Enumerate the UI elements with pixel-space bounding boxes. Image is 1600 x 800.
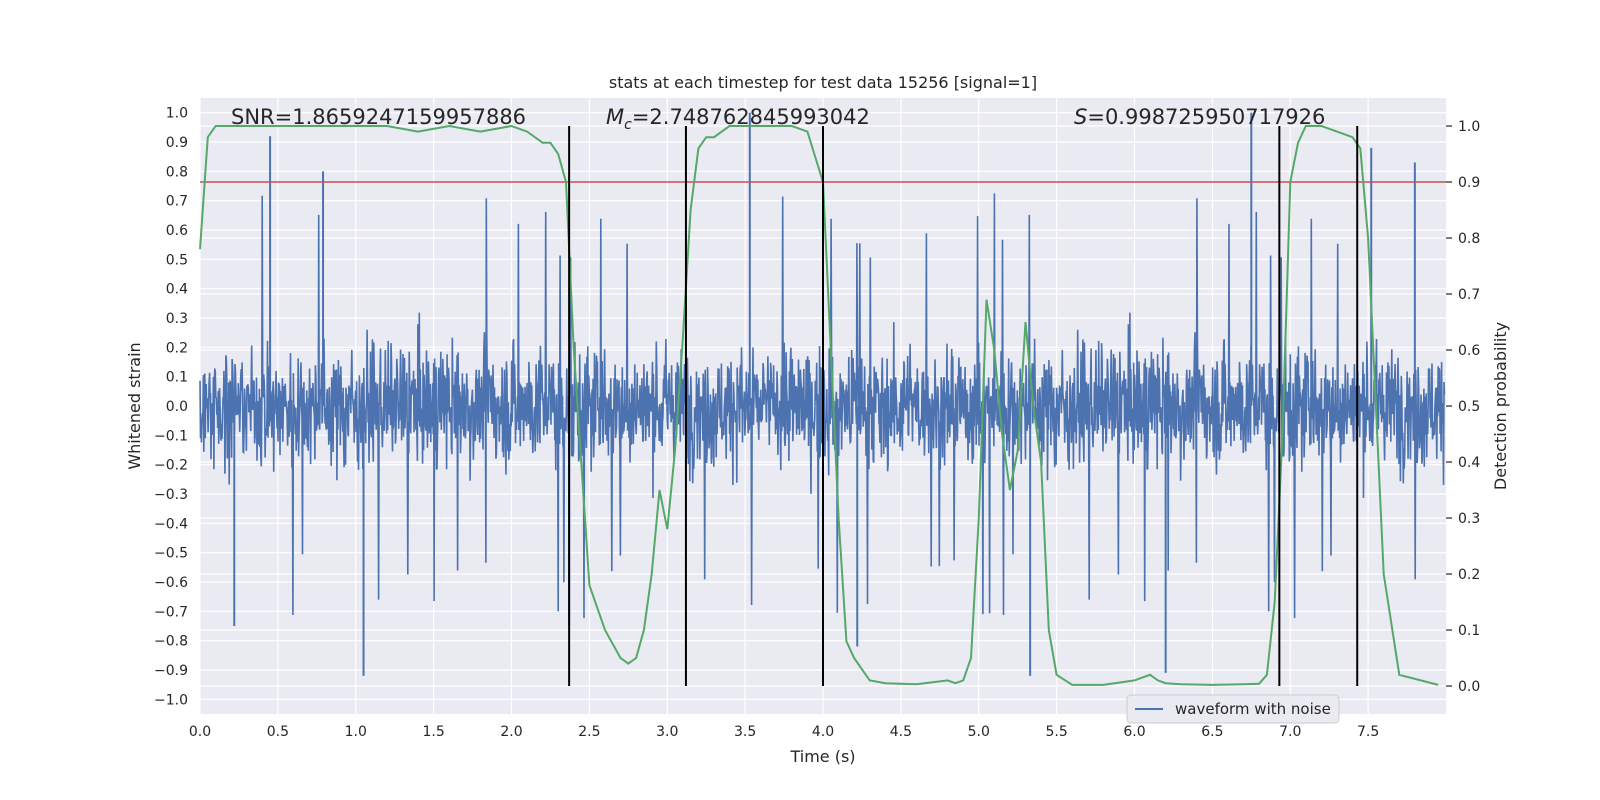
left-y-tick-label: −1.0	[154, 692, 188, 708]
right-y-tick-label: 0.4	[1458, 455, 1480, 471]
x-tick-label: 3.5	[734, 724, 756, 740]
left-y-tick-label: 0.7	[166, 194, 188, 210]
x-tick-label: 4.0	[812, 724, 834, 740]
left-y-tick-label: 0.1	[166, 370, 188, 386]
spin-value: =0.998725950717926	[1087, 105, 1325, 129]
right-y-tick-label: 0.3	[1458, 511, 1480, 527]
left-y-tick-label: −0.1	[154, 428, 188, 444]
right-y-tick-label: 0.7	[1458, 287, 1480, 303]
chirp-mass-value: =2.748762845993042	[632, 105, 870, 129]
left-y-tick-label: 0.0	[166, 399, 188, 415]
left-y-tick-label: 0.9	[166, 135, 188, 151]
left-y-tick-label: 0.6	[166, 223, 188, 239]
left-y-tick-label: 1.0	[166, 106, 188, 122]
left-y-tick-label: −0.8	[154, 634, 188, 650]
legend-label-waveform: waveform with noise	[1175, 700, 1331, 718]
x-tick-label: 0.5	[267, 724, 289, 740]
left-y-tick-label: −0.2	[154, 458, 188, 474]
x-tick-label: 7.0	[1279, 724, 1301, 740]
right-y-tick-label: 0.1	[1458, 623, 1480, 639]
left-y-tick-label: 0.4	[166, 282, 188, 298]
chirp-mass-symbol: M	[606, 105, 624, 129]
left-y-tick-label: −0.3	[154, 487, 188, 503]
left-y-tick-label: 0.5	[166, 252, 188, 268]
spin-symbol: S	[1074, 105, 1087, 129]
x-tick-label: 0.0	[189, 724, 211, 740]
right-y-tick-label: 0.6	[1458, 343, 1480, 359]
x-tick-label: 2.0	[500, 724, 522, 740]
x-tick-label: 6.5	[1201, 724, 1223, 740]
x-tick-label: 2.5	[578, 724, 600, 740]
right-y-tick-label: 0.8	[1458, 231, 1480, 247]
x-tick-label: 7.5	[1357, 724, 1379, 740]
axis-ticks: 0.0 0.5 1.0 1.5 2.0 2.5 3.0 3.5 4.0 4.5 5.0 5.5 6.0 6…	[154, 106, 1480, 740]
legend: waveform with noise	[1126, 694, 1340, 724]
left-y-tick-label: −0.6	[154, 575, 188, 591]
right-y-tick-label: 0.0	[1458, 679, 1480, 695]
right-y-tick-label: 0.5	[1458, 399, 1480, 415]
left-y-tick-label: −0.4	[154, 516, 188, 532]
left-y-axis-label: Whitened strain	[125, 342, 144, 469]
legend-box	[1126, 694, 1340, 724]
x-tick-label: 1.0	[345, 724, 367, 740]
x-tick-label: 3.0	[656, 724, 678, 740]
snr-annotation: SNR=1.8659247159957886	[231, 105, 526, 129]
x-axis-label: Time (s)	[789, 747, 855, 766]
left-y-tick-label: 0.8	[166, 164, 188, 180]
x-tick-label: 5.5	[1045, 724, 1067, 740]
right-y-tick-label: 0.2	[1458, 567, 1480, 583]
left-y-tick-label: −0.9	[154, 663, 188, 679]
event-markers	[568, 126, 1359, 686]
chart-title: stats at each timestep for test data 152…	[609, 73, 1037, 92]
left-y-tick-label: 0.2	[166, 340, 188, 356]
x-tick-label: 5.0	[968, 724, 990, 740]
detection-probability-line	[199, 124, 1439, 686]
chirp-mass-subscript: c	[624, 117, 632, 133]
left-y-tick-label: −0.7	[154, 604, 188, 620]
left-y-tick-label: −0.5	[154, 546, 188, 562]
x-tick-label: 1.5	[422, 724, 444, 740]
spin-annotation: S=0.998725950717926	[1074, 105, 1325, 129]
chirp-mass-annotation: Mc=2.748762845993042	[606, 105, 870, 133]
x-tick-label: 4.5	[890, 724, 912, 740]
x-tick-label: 6.0	[1123, 724, 1145, 740]
right-y-tick-label: 0.9	[1458, 175, 1480, 191]
right-y-axis-label: Detection probability	[1491, 322, 1510, 490]
left-y-tick-label: 0.3	[166, 311, 188, 327]
right-y-tick-label: 1.0	[1458, 119, 1480, 135]
